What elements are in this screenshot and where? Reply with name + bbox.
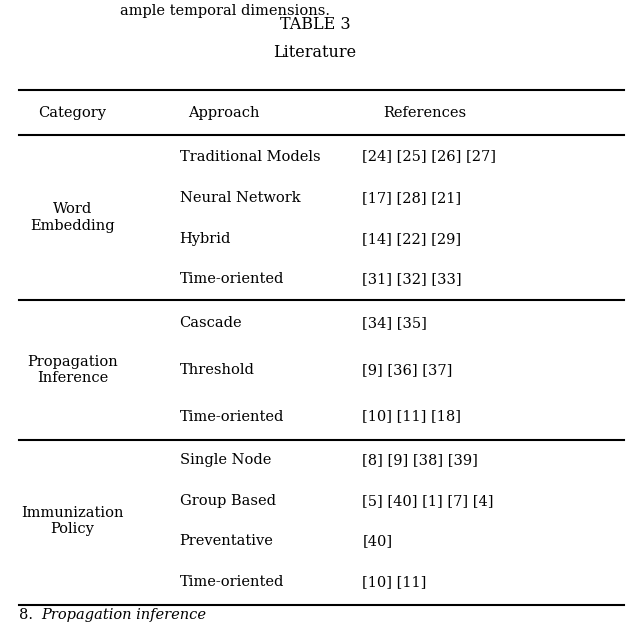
Text: Neural Network: Neural Network: [180, 191, 300, 205]
Text: [9] [36] [37]: [9] [36] [37]: [362, 363, 452, 377]
Text: Time-oriented: Time-oriented: [180, 272, 284, 286]
Text: Word
Embedding: Word Embedding: [30, 202, 115, 233]
Text: [8] [9] [38] [39]: [8] [9] [38] [39]: [362, 453, 478, 467]
Text: References: References: [384, 106, 467, 120]
Text: Cascade: Cascade: [180, 316, 242, 330]
Text: Propagation
Inference: Propagation Inference: [27, 354, 118, 385]
Text: [10] [11]: [10] [11]: [362, 575, 427, 589]
Text: Time-oriented: Time-oriented: [180, 575, 284, 589]
Text: [24] [25] [26] [27]: [24] [25] [26] [27]: [362, 150, 496, 163]
Text: [10] [11] [18]: [10] [11] [18]: [362, 409, 461, 424]
Text: Hybrid: Hybrid: [180, 232, 231, 246]
Text: Approach: Approach: [188, 106, 260, 120]
Text: Immunization
Policy: Immunization Policy: [21, 506, 123, 536]
Text: [17] [28] [21]: [17] [28] [21]: [362, 191, 461, 205]
Text: ample temporal dimensions.: ample temporal dimensions.: [120, 4, 329, 18]
Text: Traditional Models: Traditional Models: [180, 150, 320, 163]
Text: Literature: Literature: [273, 44, 357, 61]
Text: [5] [40] [1] [7] [4]: [5] [40] [1] [7] [4]: [362, 494, 494, 508]
Text: [14] [22] [29]: [14] [22] [29]: [362, 232, 461, 246]
Text: [31] [32] [33]: [31] [32] [33]: [362, 272, 462, 286]
Text: Propagation inference: Propagation inference: [41, 608, 206, 622]
Text: TABLE 3: TABLE 3: [280, 16, 350, 34]
Text: Single Node: Single Node: [180, 453, 271, 467]
Text: Threshold: Threshold: [180, 363, 255, 377]
Text: Time-oriented: Time-oriented: [180, 409, 284, 424]
Text: 8.: 8.: [19, 608, 33, 622]
Text: [40]: [40]: [362, 534, 392, 548]
Text: Group Based: Group Based: [180, 494, 275, 508]
Text: [34] [35]: [34] [35]: [362, 316, 427, 330]
Text: Category: Category: [38, 106, 106, 120]
Text: Preventative: Preventative: [180, 534, 273, 548]
